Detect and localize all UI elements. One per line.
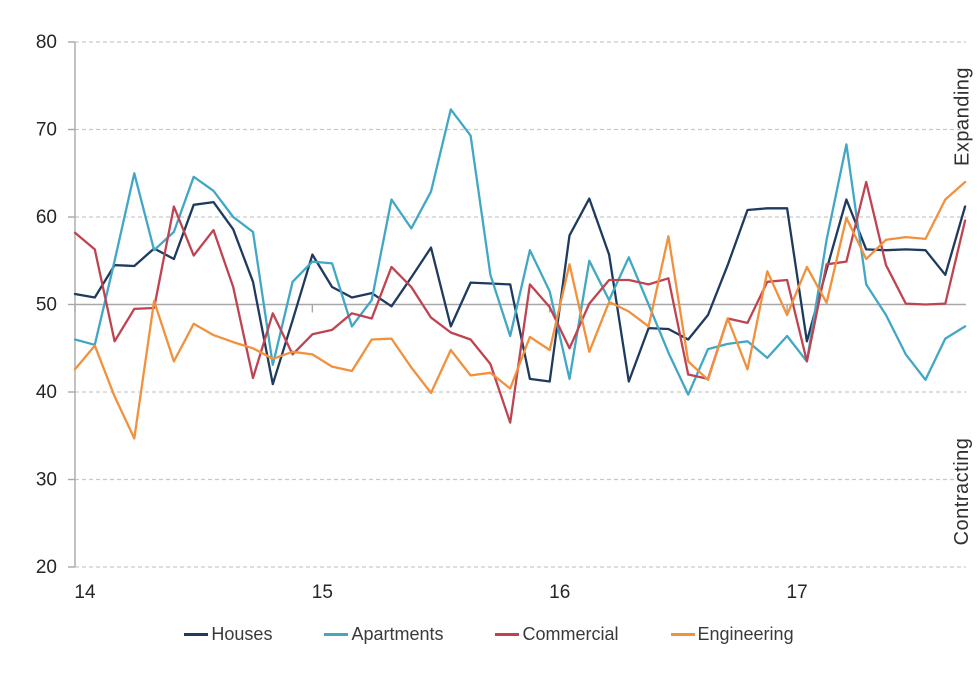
- legend-label-houses: Houses: [211, 624, 273, 644]
- commercial-line: [73, 180, 967, 424]
- x-axis-label-17: 17: [787, 582, 808, 603]
- y-axis-label-70: 70: [36, 120, 57, 141]
- legend: Houses Apartments Commercial Engineering: [0, 624, 978, 645]
- y-axis-label-80: 80: [36, 32, 57, 53]
- engineering-line: [73, 180, 967, 440]
- apartments-line: [73, 108, 967, 396]
- x-axis-label-15: 15: [312, 582, 333, 603]
- contracting-annotation: Contracting: [951, 437, 973, 546]
- x-axis-label-16: 16: [549, 582, 570, 603]
- expanding-annotation: Expanding: [951, 66, 974, 167]
- commercial-line-swatch: [495, 633, 520, 636]
- legend-item-engineering: Engineering: [670, 624, 794, 645]
- legend-label-engineering: Engineering: [697, 624, 794, 644]
- y-axis-label-60: 60: [36, 207, 57, 228]
- apartments-line-swatch: [324, 633, 349, 636]
- x-axis-label-14: 14: [74, 582, 96, 603]
- houses-line-swatch: [184, 633, 209, 636]
- engineering-line-swatch: [670, 633, 695, 636]
- legend-item-commercial: Commercial: [495, 624, 619, 645]
- legend-item-apartments: Apartments: [324, 624, 443, 645]
- legend-label-commercial: Commercial: [522, 624, 619, 644]
- legend-label-apartments: Apartments: [351, 624, 444, 644]
- legend-item-houses: Houses: [184, 624, 272, 645]
- y-axis-label-40: 40: [36, 382, 57, 403]
- y-axis-label-50: 50: [36, 295, 57, 316]
- y-axis-label-30: 30: [36, 470, 57, 491]
- y-axis-label-20: 20: [36, 557, 57, 578]
